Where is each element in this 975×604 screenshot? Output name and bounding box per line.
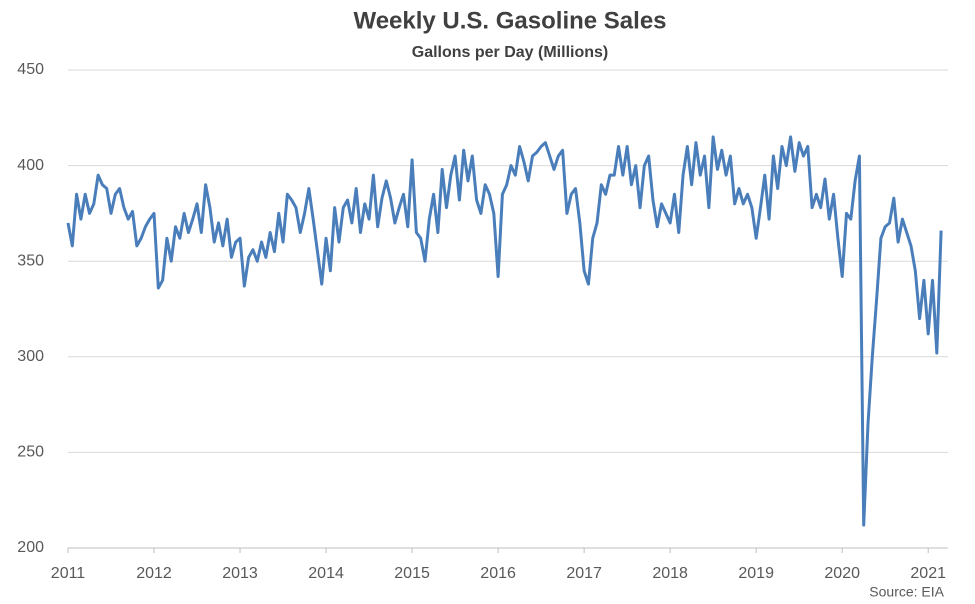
x-tick-label: 2021 <box>910 565 946 582</box>
x-tick-label: 2017 <box>566 565 602 582</box>
x-tick-label: 2020 <box>824 565 860 582</box>
data-line <box>66 135 943 527</box>
y-tick-label: 400 <box>17 157 44 174</box>
x-tick-label: 2019 <box>738 565 774 582</box>
y-tick-label: 300 <box>17 348 44 365</box>
chart-subtitle: Gallons per Day (Millions) <box>412 44 608 61</box>
x-tick-label: 2011 <box>51 565 86 582</box>
x-tick-label: 2014 <box>308 565 344 582</box>
y-tick-label: 200 <box>17 539 44 556</box>
chart-title: Weekly U.S. Gasoline Sales <box>353 7 666 34</box>
y-tick-label: 250 <box>17 444 44 461</box>
x-tick-label: 2012 <box>136 565 172 582</box>
x-tick-label: 2018 <box>652 565 688 582</box>
x-tick-label: 2016 <box>480 565 516 582</box>
x-tick-label: 2015 <box>394 565 430 582</box>
x-tick-label: 2013 <box>222 565 258 582</box>
y-tick-label: 450 <box>17 61 44 78</box>
y-tick-label: 350 <box>17 252 44 269</box>
source-note: Source: EIA <box>869 584 944 600</box>
